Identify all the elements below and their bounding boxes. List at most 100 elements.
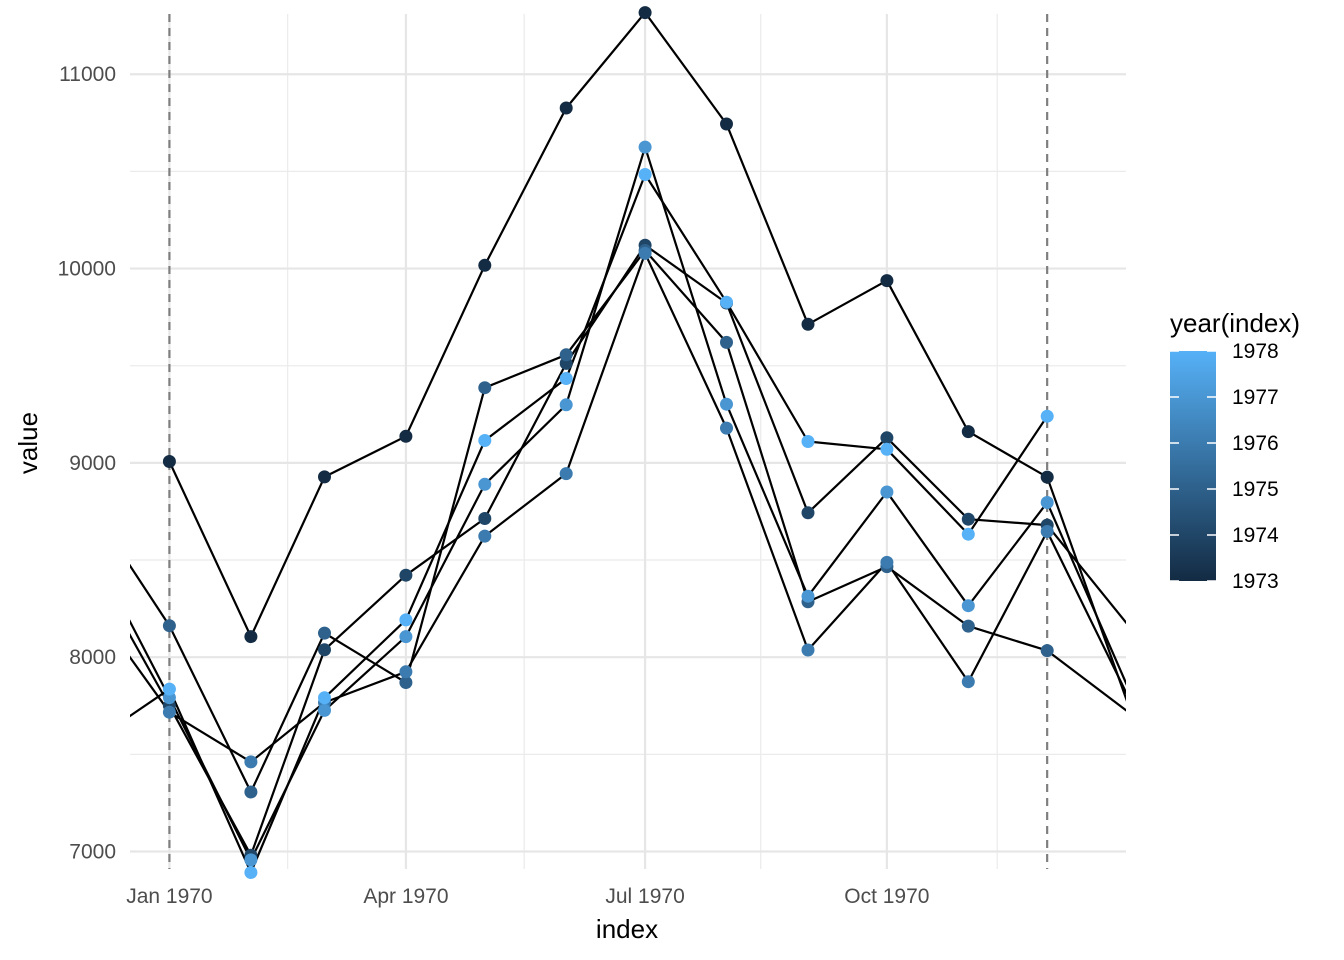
y-tick-label: 10000	[58, 258, 116, 281]
data-point-1975	[559, 348, 573, 362]
data-point-1973	[720, 117, 733, 131]
data-point-1978	[961, 527, 975, 541]
y-axis-tick-labels: 7000 8000 9000 10000 11000	[58, 63, 116, 863]
data-point-1977	[1040, 496, 1054, 509]
legend-colorbar-ticks	[1170, 350, 1216, 582]
data-point-1973	[880, 274, 894, 288]
y-axis-title: value	[13, 412, 43, 474]
data-point-1978	[318, 691, 331, 705]
data-point-1974	[801, 506, 815, 520]
data-point-1977	[801, 589, 815, 603]
y-tick-label: 8000	[69, 646, 116, 669]
data-point-1978	[244, 866, 258, 879]
minor-gridlines	[130, 14, 1126, 869]
data-point-1975	[162, 619, 176, 633]
data-point-1976	[1040, 525, 1054, 538]
data-point-1975	[478, 381, 492, 395]
data-point-1977	[961, 599, 975, 613]
y-tick-label: 7000	[69, 841, 116, 864]
data-point-1975	[720, 335, 733, 349]
data-point-1978	[1040, 409, 1054, 423]
data-point-1974	[318, 643, 331, 657]
legend-label: 1978	[1232, 340, 1279, 363]
data-point-1978	[399, 613, 413, 627]
series-line-continuation	[130, 632, 171, 707]
series-line-continuation	[130, 619, 171, 699]
data-point-1974	[478, 512, 492, 525]
x-tick-label: Jul 1970	[605, 885, 684, 908]
data-point-1976	[399, 665, 413, 679]
data-point-1973	[478, 258, 492, 272]
series-line-continuation	[1046, 524, 1126, 625]
series-line-1976	[168, 252, 1049, 763]
data-point-1975	[244, 785, 258, 799]
data-point-1977	[399, 630, 413, 644]
legend-label: 1974	[1232, 524, 1279, 547]
x-tick-label: Jan 1970	[126, 885, 212, 908]
data-point-1973	[318, 470, 331, 484]
data-point-1978	[801, 435, 815, 448]
x-tick-label: Oct 1970	[844, 885, 929, 908]
data-point-1976	[720, 421, 733, 435]
data-point-1976	[801, 643, 815, 657]
data-point-1973	[961, 425, 975, 439]
x-tick-label: Apr 1970	[363, 885, 448, 908]
data-point-1974	[880, 431, 894, 445]
data-point-1973	[399, 429, 413, 443]
data-point-1975	[1040, 644, 1054, 658]
series-line-1974	[168, 244, 1048, 857]
legend-label: 1975	[1232, 478, 1279, 501]
legend-label: 1976	[1232, 432, 1279, 455]
data-point-1976	[638, 246, 652, 260]
data-point-1973	[162, 455, 176, 468]
series-line-continuation	[1046, 502, 1126, 686]
data-point-1977	[478, 477, 492, 491]
data-point-1973	[559, 101, 573, 115]
data-point-1976	[880, 555, 894, 569]
data-point-1975	[961, 619, 975, 633]
series-line-continuation	[1046, 530, 1126, 695]
data-point-1978	[638, 168, 652, 181]
series-line-continuation	[1046, 649, 1126, 712]
series-line-1973	[168, 14, 1048, 638]
data-point-1978	[720, 295, 733, 309]
data-point-1976	[559, 467, 573, 481]
legend-label: 1973	[1232, 570, 1279, 593]
data-point-1977	[559, 398, 573, 412]
data-point-1978	[478, 434, 492, 447]
legend: year(index) 1978 1977 1976 1975 1974 1973	[1170, 308, 1300, 593]
major-gridlines	[130, 14, 1126, 869]
series-line-continuation	[130, 563, 171, 627]
data-point-1974	[961, 512, 975, 526]
y-tick-label: 11000	[59, 63, 116, 86]
legend-title: year(index)	[1170, 308, 1300, 338]
data-point-1976	[478, 529, 492, 543]
series-points	[162, 6, 1054, 879]
x-axis-tick-labels: Jan 1970 Apr 1970 Jul 1970 Oct 1970	[126, 885, 929, 908]
legend-label: 1977	[1232, 386, 1279, 409]
legend-labels: 1978 1977 1976 1975 1974 1973	[1232, 340, 1279, 593]
data-point-1977	[318, 703, 331, 717]
legend-colorbar	[1170, 351, 1216, 581]
series-line-continuation	[130, 688, 171, 718]
y-tick-label: 9000	[69, 452, 116, 475]
data-point-1976	[162, 705, 176, 719]
data-point-1978	[162, 682, 176, 696]
data-point-1978	[880, 442, 894, 456]
series-lines	[130, 14, 1126, 869]
data-point-1977	[880, 485, 894, 499]
data-point-1975	[399, 676, 413, 689]
series-line-continuation	[130, 655, 171, 713]
series-line-1978	[168, 173, 1049, 869]
data-point-1978	[559, 372, 573, 385]
series-line-1975	[168, 249, 1048, 794]
data-point-1973	[1040, 470, 1054, 484]
data-point-1977	[244, 853, 258, 867]
reference-lines	[168, 14, 1049, 869]
x-axis-title: index	[596, 914, 658, 944]
data-point-1973	[801, 317, 815, 331]
data-point-1976	[961, 675, 975, 689]
data-point-1977	[720, 397, 733, 411]
data-point-1975	[318, 626, 331, 640]
